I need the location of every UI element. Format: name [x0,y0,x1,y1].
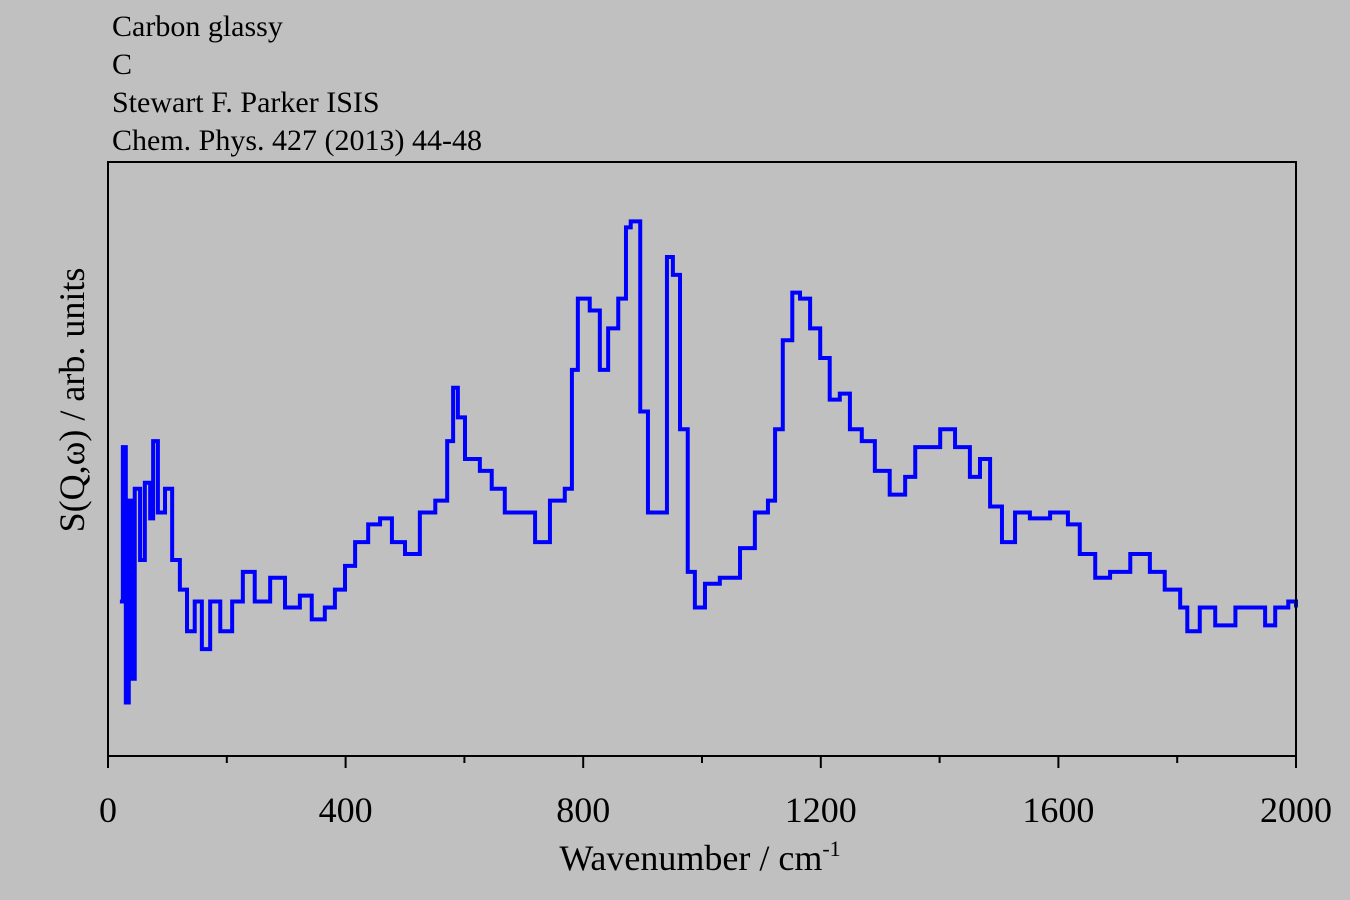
data-line [119,219,1298,705]
title-line: Carbon glassy [112,10,283,43]
plot-frame [107,161,1297,757]
x-tick-label: 1200 [785,790,857,830]
title-line: C [112,48,132,81]
x-axis-label-superscript: -1 [822,836,840,861]
x-tick-label: 1600 [1022,790,1094,830]
y-axis-title: S(Q,ω) / arb. units [52,268,92,533]
title-line: Stewart F. Parker ISIS [112,86,380,119]
x-axis-title: Wavenumber / cm-1 [559,836,840,878]
x-tick-label: 800 [556,790,610,830]
x-tick-label: 400 [319,790,373,830]
title-line: Chem. Phys. 427 (2013) 44-48 [112,124,482,157]
x-tick-label: 0 [99,790,117,830]
x-axis-label: Wavenumber / cm [559,838,822,878]
x-tick-label: 2000 [1260,790,1332,830]
